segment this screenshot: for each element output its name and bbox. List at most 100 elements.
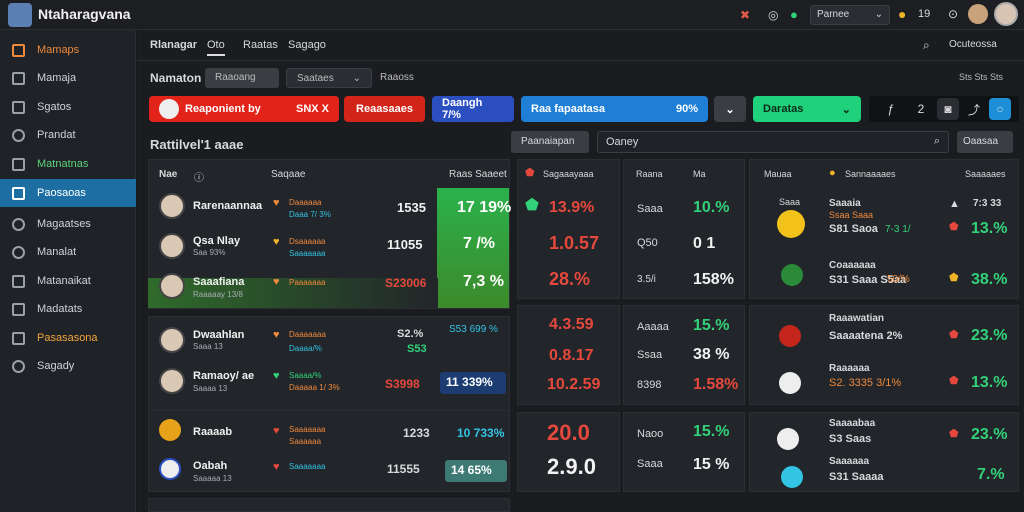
section-title: Rattilvel'1 aaae <box>150 137 244 152</box>
avatar <box>159 233 185 259</box>
settings-icon[interactable]: ⊙ <box>948 7 959 21</box>
coin-icon: ● <box>829 167 836 179</box>
row-val: S3998 <box>385 377 420 391</box>
tab-3[interactable]: Raatas <box>243 39 278 51</box>
tab-2[interactable]: Oto <box>207 39 225 56</box>
row-name: Oabah <box>193 460 228 472</box>
heart-icon: ♥ <box>273 197 280 209</box>
document-icon <box>12 100 25 114</box>
sidebar-item-4[interactable]: Prandat <box>0 121 136 149</box>
sidebar-item-12[interactable]: Sagady <box>0 352 136 380</box>
number-icon[interactable]: 2 <box>917 102 925 116</box>
info-icon: ⓘ <box>194 173 204 184</box>
tab-4[interactable]: Sagago <box>288 39 326 51</box>
row-val: 1233 <box>403 426 430 440</box>
right-name: Coaaaaaa <box>829 260 876 271</box>
sidebar: Mamaps Mamaja Sgatos Prandat Matnatnas P… <box>0 30 136 512</box>
stat-label: 8398 <box>637 379 662 391</box>
pill-value: SNX X <box>295 103 329 115</box>
mid-val: 1.0.57 <box>549 233 600 253</box>
search-icon[interactable]: ⌕ <box>923 38 930 52</box>
action-pill-1[interactable]: Reaponient by SNX X <box>149 96 339 122</box>
globe-icon <box>12 217 25 231</box>
right-name: Saaaia <box>829 198 861 209</box>
row-g2: Daaaaa 1/ 3% <box>289 383 340 392</box>
header-right-label[interactable]: Ocuteossa <box>949 39 997 50</box>
sidebar-item-10[interactable]: Madatats <box>0 295 136 323</box>
team-badge-icon <box>779 325 801 347</box>
row-sub: Saaaa 13 <box>193 384 228 393</box>
tab-1[interactable]: Rlanagar <box>150 39 198 51</box>
search-input[interactable]: Oaney ⌕ <box>597 131 949 153</box>
sidebar-item-6[interactable]: Paosaoas <box>0 179 136 207</box>
sub-label: Raaoss <box>380 72 414 83</box>
right-button[interactable]: Oaasaa <box>957 131 1013 153</box>
row-g2: Daaaa/% <box>289 344 322 353</box>
row-name: Raaaab <box>193 426 233 438</box>
sidebar-item-2[interactable]: Mamaja <box>0 64 136 92</box>
pill-label: Raa fapaatasa <box>531 103 605 115</box>
team-badge-icon <box>777 428 799 450</box>
mid-val: 4.3.59 <box>549 316 594 333</box>
sidebar-item-1[interactable]: Mamaps <box>0 36 136 64</box>
stat-label: 3.5/i <box>637 274 656 285</box>
stat-val: 10.% <box>693 199 730 216</box>
share-icon[interactable]: ⤴ <box>967 102 980 117</box>
italic-icon[interactable]: ƒ <box>887 102 895 116</box>
monitor-icon <box>12 157 25 171</box>
shield-icon: ⬟ <box>949 221 959 233</box>
action-pill-2[interactable]: Reaasaaes <box>344 96 425 122</box>
filter-button[interactable]: Paanaiapan <box>511 131 589 153</box>
pen-icon <box>12 331 25 345</box>
search-input-value: Oaney <box>606 136 639 148</box>
row-val: S2.% <box>397 328 424 340</box>
heart-icon: ♥ <box>273 461 280 473</box>
coin-icon: ● <box>898 6 907 22</box>
sub-select[interactable]: Saataes ⌄ <box>286 68 372 88</box>
top-count: 19 <box>918 8 931 20</box>
team-badge-icon <box>781 466 803 488</box>
circle-icon[interactable]: ○ <box>989 98 1011 120</box>
action-pill-5[interactable]: Daratas ⌄ <box>753 96 861 122</box>
row-g2: Saaaaaaa <box>289 249 326 258</box>
sidebar-item-label: Manalat <box>37 246 77 258</box>
avatar <box>159 273 185 299</box>
sidebar-item-3[interactable]: Sgatos <box>0 93 136 121</box>
status-select[interactable]: Parnee ⌄ <box>810 5 890 25</box>
sidebar-item-7[interactable]: Magaatses <box>0 210 136 238</box>
row-name: Saaafiana <box>193 276 245 288</box>
team-badge-icon <box>781 264 803 286</box>
sidebar-item-11[interactable]: Pasasasona <box>0 324 136 352</box>
status-icon[interactable]: ● <box>790 7 798 22</box>
mid-val: 13.9% <box>549 199 595 216</box>
sub-input[interactable]: Raaoang <box>205 68 279 88</box>
mid-val: 28.% <box>549 269 591 289</box>
sidebar-item-8[interactable]: Manalat <box>0 238 136 266</box>
row-name: Qsa Nlay <box>193 235 241 247</box>
heart-icon: ♥ <box>273 425 280 437</box>
action-pill-3[interactable]: Daangh 7/% <box>432 96 514 122</box>
search-icon: ⌕ <box>933 135 940 147</box>
pill-label: Daangh 7/% <box>442 97 483 121</box>
mid-val: 2.9.0 <box>547 454 596 479</box>
notification-icon[interactable]: ◎ <box>768 8 779 22</box>
right-sub2: S81 Saoa <box>829 223 878 235</box>
row-name: Rarenaannaa <box>193 200 263 212</box>
sidebar-item-9[interactable]: Matanaikat <box>0 267 136 295</box>
discord-icon[interactable]: ◙ <box>937 98 959 120</box>
sidebar-item-5[interactable]: Matnatnas <box>0 150 136 178</box>
home-icon <box>12 43 25 57</box>
row-sub: Saaaaa 13 <box>193 474 232 483</box>
shield-icon: ⬟ <box>949 375 959 387</box>
stat-val: 15 % <box>693 456 730 473</box>
dropdown-button[interactable]: ⌄ <box>714 96 746 122</box>
avatar <box>159 193 185 219</box>
chevron-down-icon: ⌄ <box>841 103 851 116</box>
avatar[interactable] <box>968 4 988 24</box>
col-header: Sannaaaaes <box>845 169 896 179</box>
row-val: 11555 <box>387 462 420 476</box>
profile-avatar[interactable] <box>994 2 1018 26</box>
action-pill-4[interactable]: Raa fapaatasa 90% <box>521 96 708 122</box>
sidebar-item-label: Paosaoas <box>37 187 86 199</box>
alert-icon[interactable]: ✖ <box>740 8 751 22</box>
